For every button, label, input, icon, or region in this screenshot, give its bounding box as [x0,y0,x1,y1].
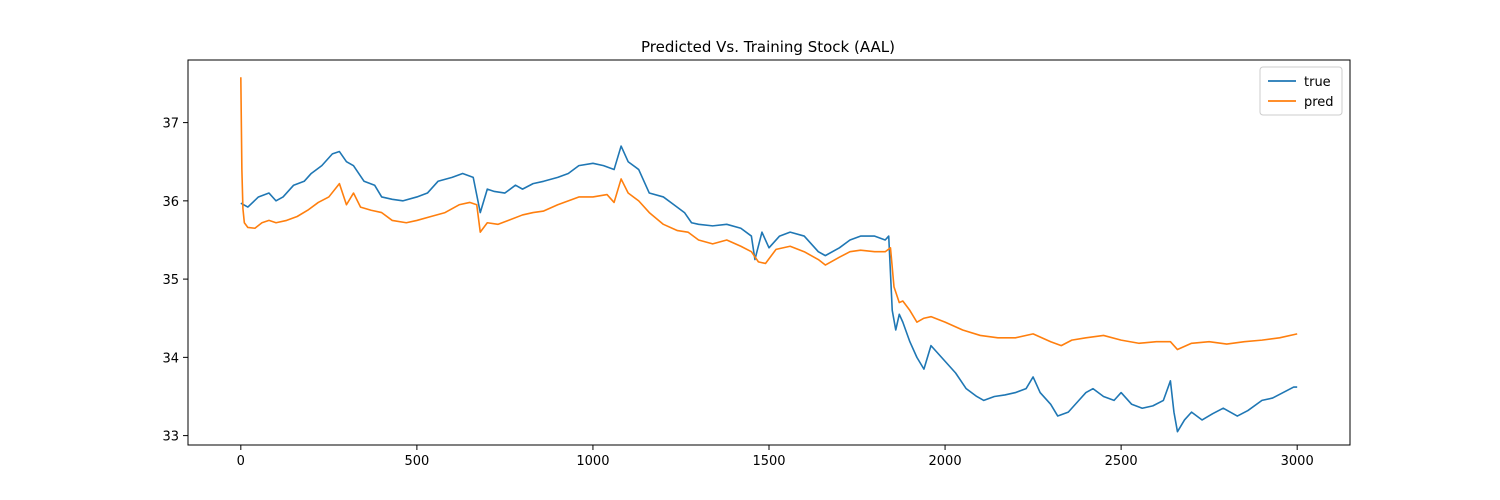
x-tick-label: 1000 [576,454,609,469]
legend-box [1259,66,1343,116]
x-tick-label: 3000 [1281,454,1314,469]
legend: true pred [1259,66,1343,116]
series-line-true [240,145,1298,433]
axes-layer: 0 500 1000 1500 2000 2500 3000 33 34 35 36 37 [162,59,1351,469]
y-tick-label: 37 [162,117,179,132]
x-tick-label: 500 [404,454,429,469]
x-tick-label: 1500 [752,454,785,469]
legend-label-pred: pred [1304,95,1334,110]
legend-label-true: true [1304,75,1331,90]
series-line-pred [240,77,1298,351]
series-layer [240,77,1298,433]
x-tick-label: 0 [237,454,245,469]
y-tick-label: 34 [162,351,179,366]
x-tick-label: 2000 [929,454,962,469]
x-tick-label: 2500 [1105,454,1138,469]
y-tick-label: 33 [162,430,179,445]
y-tick-label: 36 [162,195,179,210]
chart-title: Predicted Vs. Training Stock (AAL) [641,38,895,56]
y-tick-label: 35 [162,273,179,288]
